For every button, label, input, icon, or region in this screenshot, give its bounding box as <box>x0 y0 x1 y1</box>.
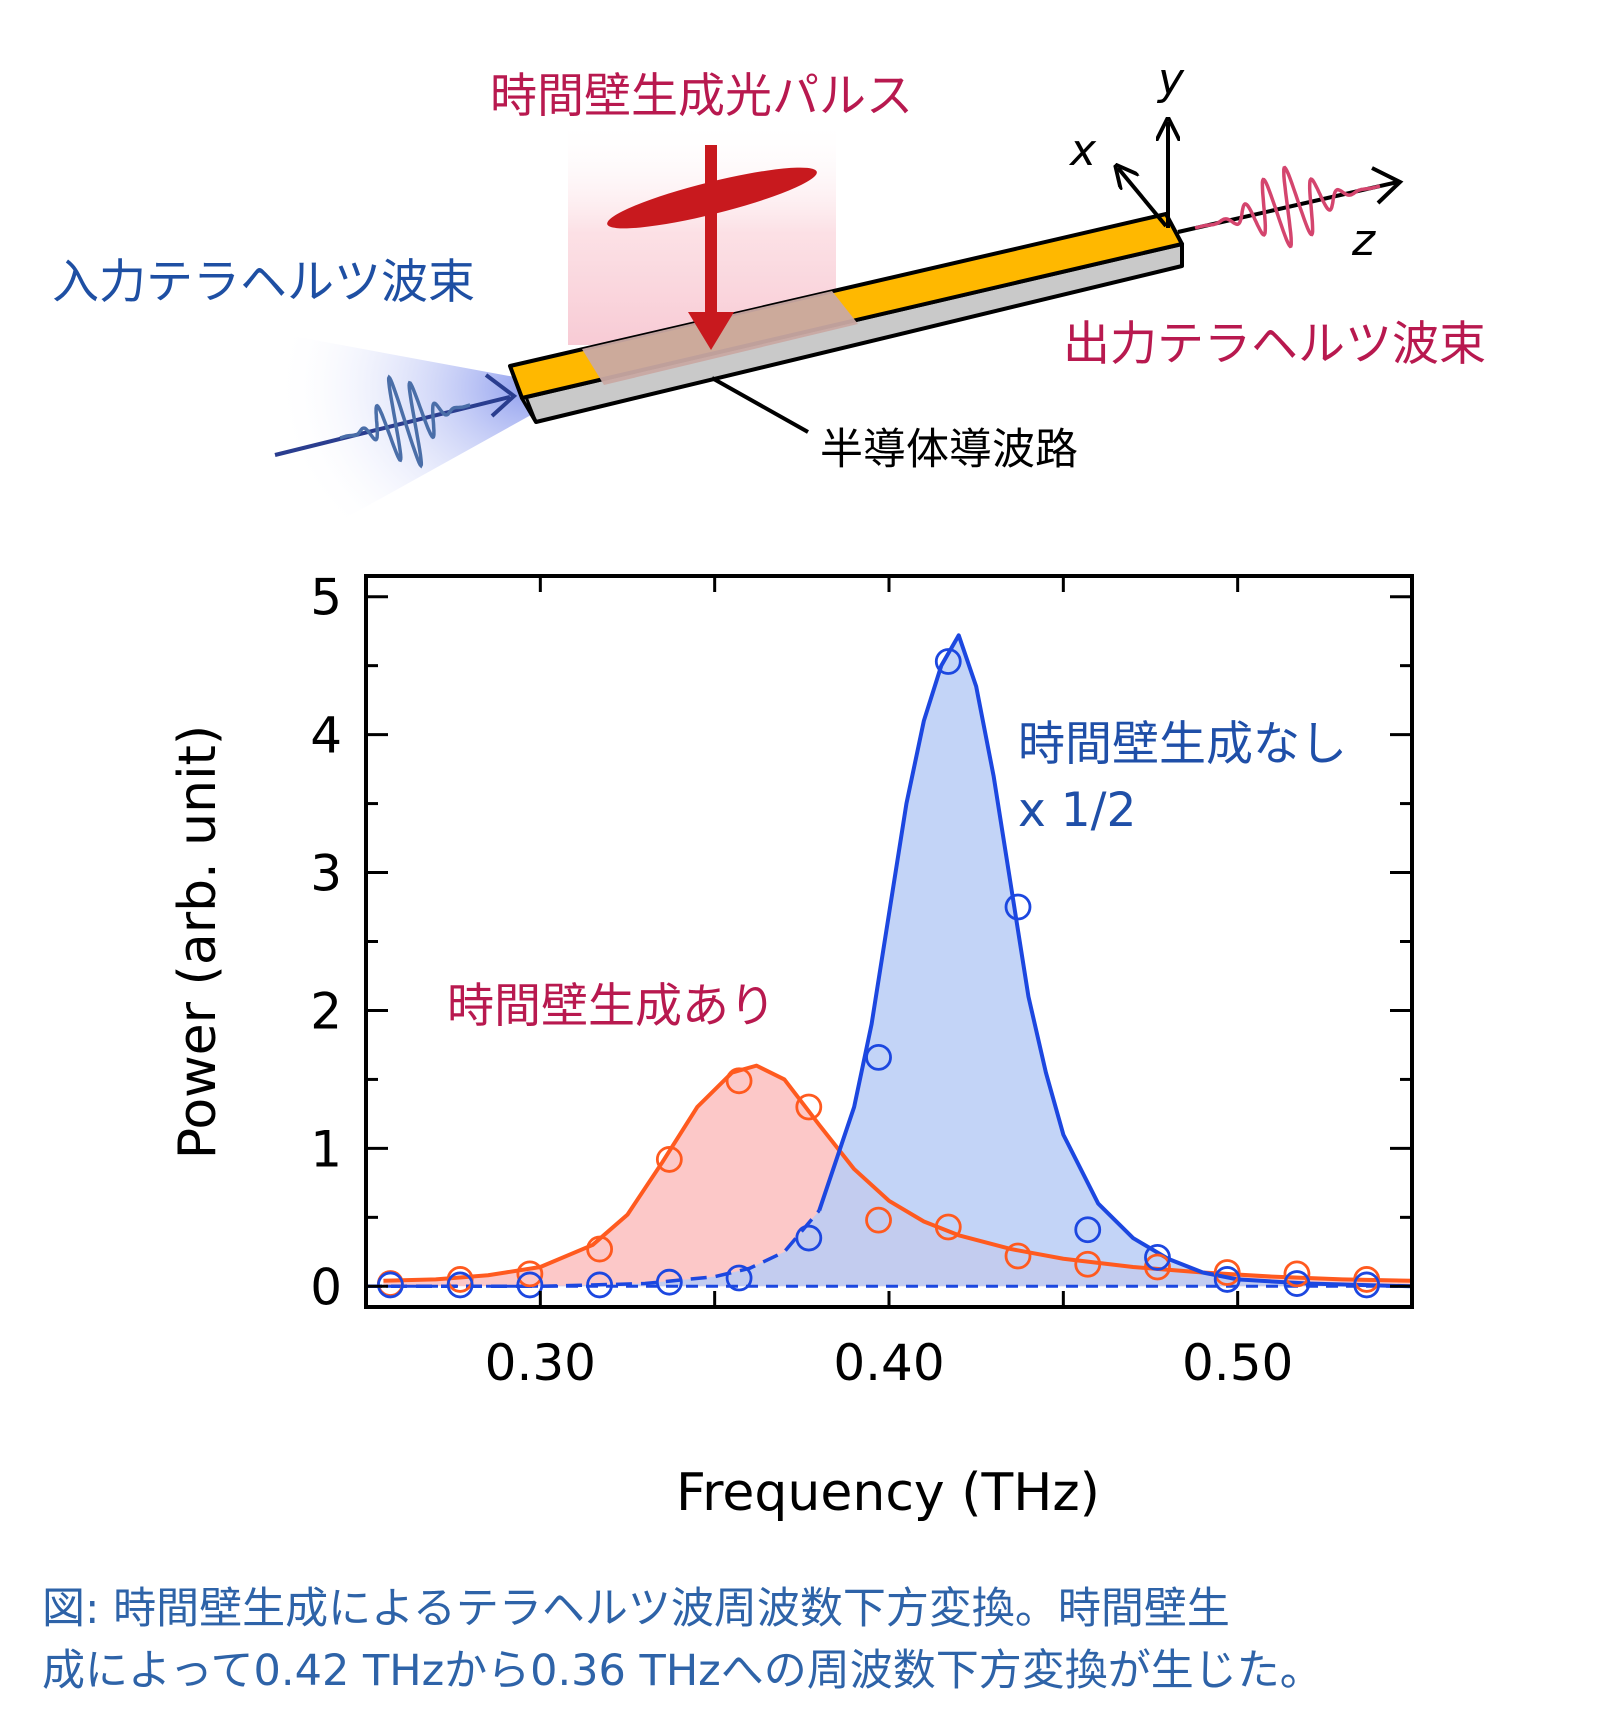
pump-stem <box>705 145 717 320</box>
pump-label: 時間壁生成光パルス <box>490 69 913 124</box>
data-point <box>1213 1259 1241 1286</box>
series-fill-0 <box>383 1065 1412 1287</box>
data-point <box>725 1264 753 1292</box>
annotation-without-wall: 時間壁生成なし <box>1018 717 1347 772</box>
output-label: 出力テラヘルツ波束 <box>1063 317 1486 372</box>
data-point <box>1283 1270 1311 1297</box>
input-wave-icon <box>339 374 471 469</box>
data-point <box>586 1235 614 1263</box>
annotation-with-wall: 時間壁生成あり <box>447 979 776 1034</box>
data-point <box>516 1271 544 1299</box>
x-axis-label: Frequency (THz) <box>676 1463 1100 1523</box>
y-tick-label: 3 <box>310 845 342 903</box>
y-tick-label: 0 <box>310 1258 342 1316</box>
axis-z-label: z <box>1351 215 1376 266</box>
data-point <box>1283 1260 1311 1288</box>
annotation-scale: x 1/2 <box>1018 783 1136 838</box>
waveguide-label: 半導体導波路 <box>820 425 1078 475</box>
data-point <box>516 1260 544 1288</box>
data-point <box>865 1206 892 1234</box>
caption-line-1: 図: 時間壁生成によるテラヘルツ波周波数下方変換。時間壁生 <box>42 1584 1230 1634</box>
data-point <box>865 1043 892 1071</box>
output-arrow-icon <box>1371 166 1404 205</box>
figure-caption: 図: 時間壁生成によるテラヘルツ波周波数下方変換。時間壁生 成によって0.42 … <box>42 1578 1572 1702</box>
y-tick-label: 1 <box>310 1120 342 1178</box>
x-axis-arrow <box>1118 168 1168 228</box>
data-point <box>1144 1243 1171 1271</box>
data-point <box>1074 1216 1102 1244</box>
pump-arrow-icon <box>688 312 734 350</box>
x-tick-label: 0.40 <box>833 1334 944 1392</box>
x-tick-label: 0.30 <box>485 1334 596 1392</box>
data-point <box>934 648 962 675</box>
caption-line-2: 成によって0.42 THzから0.36 THzへの周波数下方変換が生じた。 <box>42 1646 1323 1696</box>
data-point <box>586 1271 614 1299</box>
data-point <box>795 1224 823 1252</box>
waveguide-diagram: 時間壁生成光パルス 入力テラヘルツ波束 出力テラヘルツ波束 半導体導波路 y x… <box>52 54 1486 560</box>
waveguide-pointer <box>711 376 809 434</box>
data-point <box>1004 1242 1032 1270</box>
y-tick-label: 2 <box>310 982 342 1040</box>
axis-x-label: x <box>1068 125 1097 176</box>
output-wave-icon <box>1194 165 1381 249</box>
data-point <box>1353 1271 1381 1299</box>
data-point <box>446 1271 474 1299</box>
illuminated-region <box>582 291 858 385</box>
series-fit-line-1 <box>817 633 1413 1289</box>
series-fill-1 <box>366 635 1412 1287</box>
data-point <box>795 1093 823 1121</box>
data-point <box>1144 1253 1171 1281</box>
data-point <box>655 1268 683 1296</box>
y-tick-label: 4 <box>310 707 342 765</box>
data-point <box>934 1213 962 1241</box>
input-arrow-icon <box>484 373 518 418</box>
data-point <box>655 1146 683 1173</box>
y-axis-label: Power (arb. unit) <box>168 725 228 1159</box>
data-point <box>725 1067 753 1095</box>
y-tick-label: 5 <box>310 569 342 627</box>
power-spectrum-chart: 0.30 0.40 0.50 0 1 2 3 4 5 Frequency (THz) Power… <box>168 569 1414 1523</box>
input-label: 入力テラヘルツ波束 <box>52 255 475 310</box>
data-point <box>1004 893 1032 921</box>
input-beam-line <box>274 395 511 457</box>
data-point <box>1074 1250 1102 1278</box>
axis-y-label: y <box>1156 54 1185 105</box>
x-tick-label: 0.50 <box>1182 1334 1293 1392</box>
data-point <box>1213 1266 1241 1293</box>
